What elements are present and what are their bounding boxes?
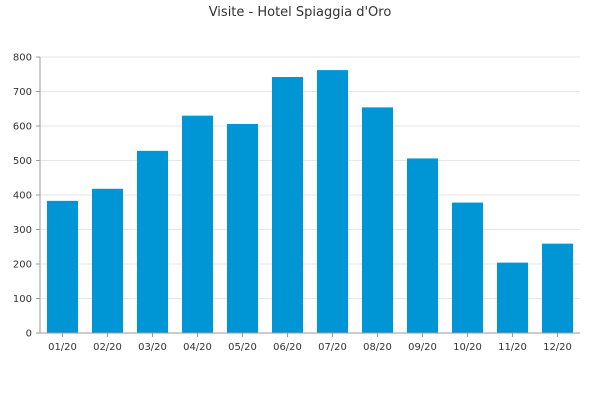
x-tick-label: 07/20 xyxy=(318,342,347,353)
x-tick-label: 04/20 xyxy=(183,342,212,353)
y-tick-label: 500 xyxy=(13,156,32,167)
bar xyxy=(541,243,574,333)
bar xyxy=(181,115,214,334)
x-tick-label: 12/20 xyxy=(543,342,572,353)
chart-title: Visite - Hotel Spiaggia d'Oro xyxy=(209,5,392,20)
bar xyxy=(406,158,439,333)
x-tick-label: 10/20 xyxy=(453,342,482,353)
y-tick-label: 600 xyxy=(13,122,32,133)
bar xyxy=(271,77,304,333)
x-tick-label: 05/20 xyxy=(228,342,257,353)
y-tick-label: 100 xyxy=(13,294,32,305)
x-tick-label: 03/20 xyxy=(138,342,167,353)
y-tick-label: 800 xyxy=(13,53,32,64)
bar xyxy=(46,200,79,333)
y-tick-label: 300 xyxy=(13,225,32,236)
x-tick-label: 06/20 xyxy=(273,342,302,353)
bar xyxy=(496,262,529,333)
bar xyxy=(226,123,259,334)
x-tick-labels: 01/20 02/20 03/20 04/20 05/20 06/20 07/20 08/20… xyxy=(48,333,572,353)
bars xyxy=(46,70,574,334)
x-tick-label: 08/20 xyxy=(363,342,392,353)
y-tick-label: 0 xyxy=(26,329,32,340)
bar xyxy=(316,70,349,334)
y-tick-label: 400 xyxy=(13,191,32,202)
x-tick-label: 09/20 xyxy=(408,342,437,353)
x-tick-label: 01/20 xyxy=(48,342,77,353)
y-tick-labels: 0 100 200 300 400 500 600 700 800 xyxy=(13,53,40,340)
gridlines xyxy=(40,56,580,299)
y-tick-label: 200 xyxy=(13,260,32,271)
y-tick-label: 700 xyxy=(13,87,32,98)
bar xyxy=(451,202,484,333)
bar xyxy=(91,188,124,333)
x-tick-label: 02/20 xyxy=(93,342,122,353)
bar xyxy=(136,150,169,333)
bar xyxy=(361,107,394,334)
x-tick-label: 11/20 xyxy=(498,342,527,353)
